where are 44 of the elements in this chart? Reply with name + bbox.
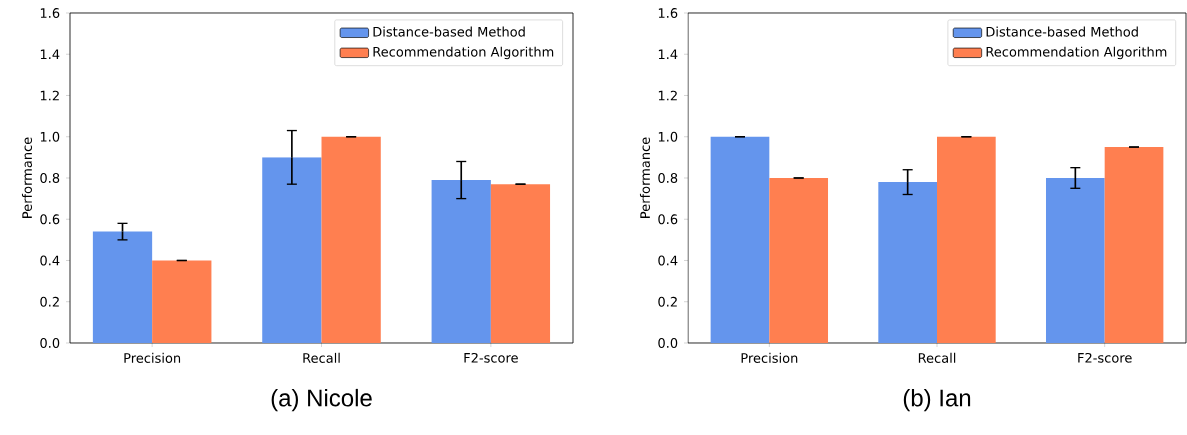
bar (937, 136, 996, 343)
y-tick-label: 0.0 (658, 338, 678, 348)
text: (b) Ian (903, 388, 971, 412)
y-tick-label: 0.6 (658, 214, 678, 225)
bar (431, 180, 491, 343)
y-tick-label: 1.2 (658, 90, 677, 101)
bar (878, 182, 937, 343)
y-tick-label: 0.8 (40, 173, 60, 183)
y-tick-label: 1.4 (40, 49, 60, 59)
y-tick-label: 0.4 (658, 255, 678, 266)
bar (1046, 177, 1105, 343)
y-tick-label: 1.4 (658, 49, 678, 59)
y-tick-label: 0.6 (40, 214, 60, 225)
y-tick-label: 0.2 (40, 296, 59, 307)
y-tick-label: 1.2 (40, 90, 59, 101)
legend-label: Distance-based Method (373, 26, 525, 37)
x-tick-label: F2-score (464, 352, 518, 363)
x-tick-label: F2-score (1078, 352, 1132, 363)
y-tick-label: 1.6 (658, 8, 678, 18)
legend-label: Recommendation Algorithm (986, 46, 1167, 60)
bar (321, 136, 381, 343)
bar (92, 231, 153, 343)
legend-label: Recommendation Algorithm (373, 46, 554, 60)
bar (490, 184, 551, 343)
bar (1104, 147, 1164, 343)
bar (152, 260, 212, 343)
x-tick-label: Recall (303, 352, 340, 363)
y-tick-label: 0.4 (40, 255, 60, 266)
y-tick-label: 0.0 (40, 338, 60, 348)
x-tick-label: Precision (124, 352, 181, 363)
y-axis-title: Performance (639, 137, 650, 218)
y-tick-label: 0.8 (658, 173, 678, 183)
bar (769, 177, 829, 343)
legend-label: Distance-based Method (986, 26, 1138, 37)
y-tick-label: 1.0 (40, 131, 60, 142)
text: (a) Nicole (271, 388, 372, 412)
y-tick-label: 1.6 (40, 8, 60, 18)
bar (262, 157, 322, 343)
bar (710, 136, 770, 343)
y-axis-title: Performance (21, 137, 32, 218)
y-tick-label: 1.0 (658, 131, 678, 142)
y-tick-label: 0.2 (658, 296, 677, 307)
x-tick-label: Recall (918, 352, 956, 363)
x-tick-label: Precision (741, 352, 798, 363)
